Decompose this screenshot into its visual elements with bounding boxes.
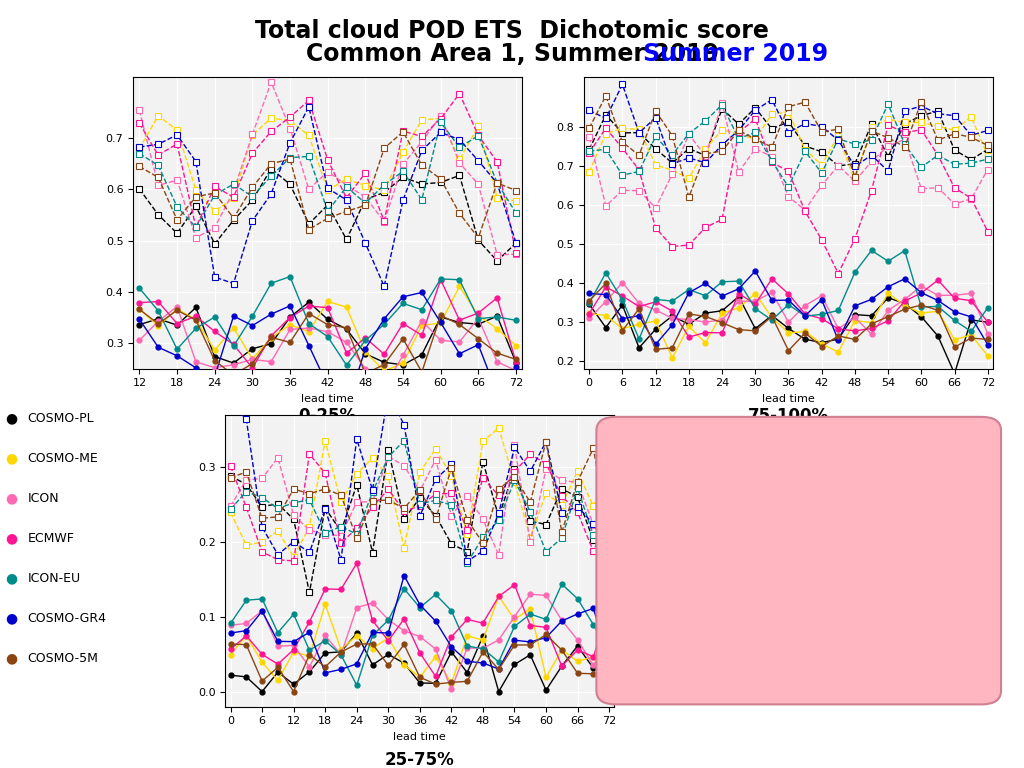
Text: Common Area 1, Summer 2019: Common Area 1, Summer 2019: [305, 42, 719, 66]
Text: ICON: ICON: [28, 492, 59, 505]
Text: ECMWF: ECMWF: [28, 532, 75, 545]
Text: ●: ●: [5, 651, 17, 665]
Text: ●: ●: [5, 452, 17, 465]
Text: Summer 2019: Summer 2019: [643, 42, 828, 66]
FancyBboxPatch shape: [596, 417, 1001, 704]
Text: COSMO-ME: COSMO-ME: [28, 452, 98, 465]
Text: ●: ●: [5, 611, 17, 625]
Text: COSMO-GR4: COSMO-GR4: [28, 612, 106, 624]
Text: ICON-EU: ICON-EU: [28, 572, 81, 584]
Text: ●: ●: [5, 531, 17, 545]
Text: ETS values generally
worse for
25-75%.
ICON POD worse
than COSMO for 75-
100%: ETS values generally worse for 25-75%. I…: [701, 480, 896, 630]
Text: ●: ●: [5, 571, 17, 585]
Text: COSMO-PL: COSMO-PL: [28, 412, 94, 425]
Text: ●: ●: [5, 412, 17, 425]
Text: 0-25%: 0-25%: [299, 407, 356, 425]
Text: 75-100%: 75-100%: [748, 407, 829, 425]
X-axis label: lead time: lead time: [762, 394, 815, 404]
Text: Total cloud POD ETS  Dichotomic score: Total cloud POD ETS Dichotomic score: [255, 19, 769, 43]
X-axis label: lead time: lead time: [301, 394, 354, 404]
Text: 25-75%: 25-75%: [385, 751, 455, 768]
Text: COSMO-5M: COSMO-5M: [28, 652, 98, 664]
Text: ●: ●: [5, 492, 17, 505]
X-axis label: lead time: lead time: [393, 732, 446, 742]
